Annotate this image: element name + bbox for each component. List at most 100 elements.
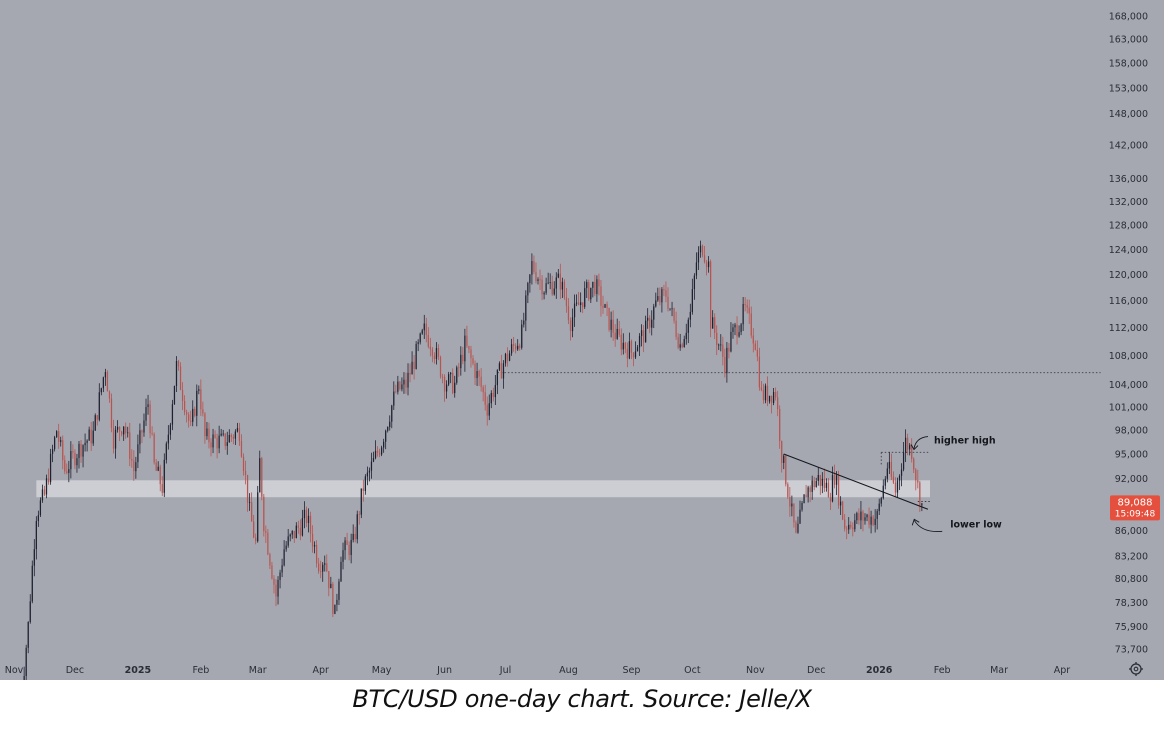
candle-body [911,445,913,459]
candle-body [58,431,60,442]
candle-body [311,533,314,547]
candle-body [368,470,371,473]
candle-body [242,456,245,472]
candle-body [809,487,811,492]
candle-body [194,408,196,416]
candle-body [41,489,44,501]
candle-body [326,563,328,572]
candle-body [395,391,397,393]
candle-body [844,519,846,529]
candle-body [165,443,167,460]
candle-body [423,323,425,331]
candle-body [842,501,844,520]
candle-body [301,518,304,536]
candle-body [917,480,919,483]
candle-body [758,356,761,388]
candle-body [283,549,285,566]
candle-body [45,478,48,495]
candle-body [226,442,228,446]
candle-body [299,527,302,536]
candle-body [33,549,35,566]
candle-body [474,363,476,379]
candle-body [602,305,604,308]
candle-body [460,354,462,369]
candle-body [636,347,639,352]
candle-body [232,436,234,439]
candle-body [31,565,33,602]
candle-body [561,281,564,290]
x-tick-label: Feb [934,665,951,676]
higher-high-arrow [913,436,929,449]
candle-body [630,341,633,353]
candle-body [712,317,714,329]
candle-body [366,472,369,477]
support-zone [36,480,930,498]
settings-gear-icon[interactable] [1129,662,1143,676]
candle-body [541,279,543,295]
candle-body [768,395,771,402]
candle-body [267,532,269,555]
candle-body [350,539,352,555]
candle-body [512,344,515,346]
candle-body [344,540,346,551]
candle-body [340,561,342,582]
candle-body [720,344,722,346]
candle-body [760,387,763,390]
candle-body [681,344,683,348]
candle-body [108,391,111,399]
descending-trendline [783,453,929,510]
y-tick-label: 136,000 [1109,174,1148,185]
candle-body [580,302,582,306]
candle-body [35,520,37,550]
candle-body [315,545,318,564]
candle-body [848,524,850,530]
candle-body [705,262,708,268]
candle-body [389,421,391,428]
candle-body [563,281,566,298]
candle-body [904,437,907,453]
candle-body [342,550,344,562]
y-tick-label: 80,800 [1115,574,1148,585]
candle-body [492,392,494,398]
y-tick-label: 153,000 [1109,83,1148,94]
candle-body [494,385,496,398]
candle-body [718,344,720,346]
candle-body [521,324,523,348]
candle-body [177,360,180,367]
candle-body [567,306,570,321]
candle-body [441,376,444,378]
candle-body [374,450,377,459]
candle-body [220,433,222,436]
candle-body [856,513,858,521]
x-tick-label: Feb [192,665,209,676]
candle-body [779,409,781,442]
candle-body [88,429,90,441]
candle-body [336,599,338,605]
candle-body [510,344,513,354]
candle-body [230,435,232,437]
candle-body [141,430,143,433]
candle-body [255,537,257,542]
candle-body [722,344,724,357]
candle-body [248,502,251,503]
candle-body [429,346,431,350]
candle-body [110,398,113,428]
candle-body [224,433,226,446]
candle-body [480,376,482,388]
candle-body [504,353,507,364]
candle-body [913,458,915,470]
candle-body [632,352,635,358]
candle-body [346,540,348,545]
candle-body [206,428,208,437]
y-tick-label: 95,000 [1115,449,1148,460]
candle-body [555,277,557,289]
candle-body [685,332,687,340]
candle-body [500,363,503,379]
candle-body [902,452,905,470]
candle-body [789,497,791,507]
candle-body [431,349,434,356]
candle-body [364,476,366,492]
candle-body [196,390,198,416]
candle-body [161,484,163,493]
candle-body [155,462,157,471]
